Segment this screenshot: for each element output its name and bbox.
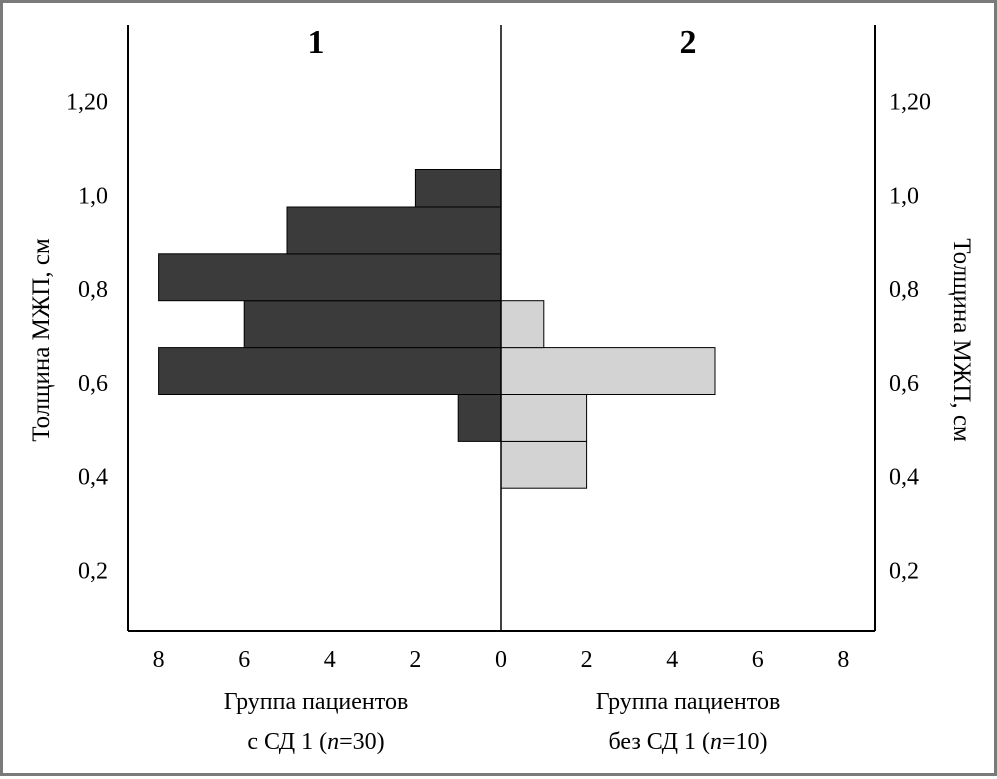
- x-tick-label-right: 2: [581, 647, 593, 673]
- bar-left-5: [286, 206, 502, 255]
- x-tick-label-left: 0: [495, 647, 507, 673]
- x-tick-label-left: 8: [153, 647, 165, 673]
- y-tick-label-right: 0,6: [889, 371, 919, 397]
- group-label-left-line2: с СД 1 (n=30): [247, 729, 384, 755]
- y-tick-label-left: 0,4: [78, 465, 108, 491]
- bar-left-1: [457, 394, 502, 442]
- x-tick-label-right: 4: [666, 647, 678, 673]
- bar-right-1: [500, 394, 588, 442]
- y-axis-title-left: Толщина МЖП, см: [28, 238, 55, 442]
- bar-right-3: [500, 300, 545, 349]
- bar-left-2: [158, 347, 502, 396]
- bar-right-0: [500, 440, 588, 489]
- bar-left-4: [158, 253, 502, 302]
- x-tick-label-right: 8: [837, 647, 849, 673]
- axes-layer: [127, 25, 876, 632]
- x-tick-label-left: 4: [324, 647, 336, 673]
- pyramid-chart: 1 2 Толщина МЖП, см Толщина МЖП, см Груп…: [28, 24, 975, 755]
- y-tick-label-left: 0,2: [78, 558, 108, 584]
- panel-label-1: 1: [308, 24, 325, 61]
- y-tick-label-left: 0,8: [78, 277, 108, 303]
- bar-left-3: [243, 300, 502, 349]
- y-tick-label-right: 0,8: [889, 277, 919, 303]
- y-tick-label-right: 1,20: [889, 90, 931, 116]
- group-label-left-line1: Группа пациентов: [224, 689, 409, 715]
- y-tick-label-left: 1,20: [66, 90, 108, 116]
- y-tick-label-right: 0,4: [889, 465, 919, 491]
- bar-left-6: [414, 169, 502, 208]
- x-tick-label-left: 2: [409, 647, 421, 673]
- y-axis-title-right: Толщина МЖП, см: [948, 238, 975, 442]
- bars-layer: [158, 169, 716, 489]
- x-tick-label-left: 6: [238, 647, 250, 673]
- group-label-right-line2: без СД 1 (n=10): [608, 729, 767, 755]
- panel-label-2: 2: [680, 24, 697, 61]
- y-tick-label-right: 1,0: [889, 183, 919, 209]
- labels-layer: 1 2 Толщина МЖП, см Толщина МЖП, см Груп…: [28, 24, 975, 755]
- y-tick-label-left: 0,6: [78, 371, 108, 397]
- y-tick-label-left: 1,0: [78, 183, 108, 209]
- bar-right-2: [500, 347, 716, 396]
- group-label-right-line1: Группа пациентов: [596, 689, 781, 715]
- x-tick-label-right: 6: [752, 647, 764, 673]
- y-tick-label-right: 0,2: [889, 558, 919, 584]
